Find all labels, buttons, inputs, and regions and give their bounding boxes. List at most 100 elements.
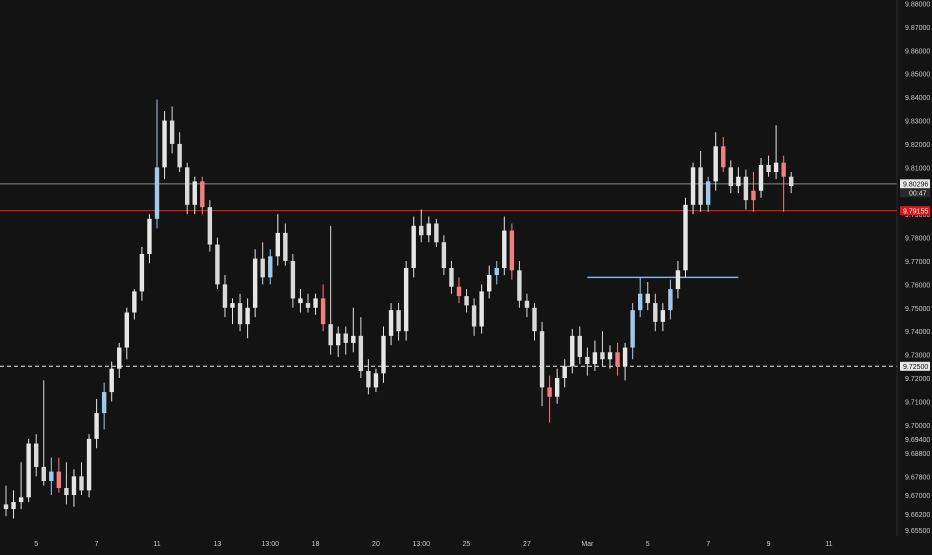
candle[interactable] xyxy=(698,150,703,212)
candle[interactable] xyxy=(207,200,213,252)
candle[interactable] xyxy=(132,289,137,320)
candle[interactable] xyxy=(26,438,31,503)
candle[interactable] xyxy=(471,298,477,336)
candle[interactable] xyxy=(283,223,288,266)
candle[interactable] xyxy=(260,242,265,285)
candle[interactable] xyxy=(494,260,499,285)
candle[interactable] xyxy=(403,260,409,341)
candle[interactable] xyxy=(434,218,439,247)
candle[interactable] xyxy=(64,462,69,505)
candle[interactable] xyxy=(320,284,326,332)
candle[interactable] xyxy=(524,293,530,318)
candle[interactable] xyxy=(638,277,643,318)
candle[interactable] xyxy=(169,106,175,154)
candle[interactable] xyxy=(147,214,152,264)
candle[interactable] xyxy=(79,462,84,496)
candle[interactable] xyxy=(86,434,92,498)
candle[interactable] xyxy=(668,279,673,320)
candle[interactable] xyxy=(381,326,386,383)
candle[interactable] xyxy=(607,345,613,369)
candle[interactable] xyxy=(487,265,492,299)
candle[interactable] xyxy=(185,162,190,215)
candle[interactable] xyxy=(154,99,160,229)
candle[interactable] xyxy=(396,303,401,341)
candle[interactable] xyxy=(177,132,182,173)
candle[interactable] xyxy=(94,399,99,449)
candle[interactable] xyxy=(570,328,575,374)
candle[interactable] xyxy=(328,225,333,355)
candle[interactable] xyxy=(366,359,371,395)
candle[interactable] xyxy=(509,223,515,280)
candle[interactable] xyxy=(789,172,794,194)
candle[interactable] xyxy=(351,307,356,353)
price-axis[interactable]: 9.88000 9.87000 9.86000 9.85000 9.84000 9.830… xyxy=(905,2,930,536)
candle[interactable] xyxy=(200,176,205,215)
candle[interactable] xyxy=(101,382,107,430)
candle[interactable] xyxy=(449,260,454,294)
candle[interactable] xyxy=(653,293,658,332)
candle[interactable] xyxy=(373,368,379,393)
candle[interactable] xyxy=(532,303,537,341)
candle[interactable] xyxy=(336,326,341,357)
candle[interactable] xyxy=(600,331,605,367)
candle[interactable] xyxy=(230,298,235,325)
candle[interactable] xyxy=(781,155,786,212)
candle[interactable] xyxy=(479,284,484,334)
candle[interactable] xyxy=(419,209,424,243)
candle[interactable] xyxy=(41,380,46,486)
candle[interactable] xyxy=(585,347,590,376)
candle[interactable] xyxy=(358,317,364,379)
candle[interactable] xyxy=(305,293,311,313)
candle[interactable] xyxy=(313,293,318,315)
candle[interactable] xyxy=(464,289,469,313)
candle[interactable] xyxy=(562,359,567,388)
candle[interactable] xyxy=(517,260,522,308)
candle[interactable] xyxy=(728,160,733,194)
candle[interactable] xyxy=(705,176,711,212)
candle[interactable] xyxy=(192,176,197,215)
candle[interactable] xyxy=(713,132,718,191)
candle[interactable] xyxy=(237,293,243,332)
candle[interactable] xyxy=(622,342,628,381)
candle[interactable] xyxy=(683,197,688,278)
candle[interactable] xyxy=(268,249,273,285)
candle[interactable] xyxy=(56,457,62,493)
candle[interactable] xyxy=(222,275,228,318)
candle[interactable] xyxy=(554,368,560,404)
candle[interactable] xyxy=(139,246,145,301)
candle[interactable] xyxy=(298,289,303,313)
candle[interactable] xyxy=(456,277,462,304)
candle[interactable] xyxy=(539,321,545,407)
candle[interactable] xyxy=(592,340,598,371)
candle[interactable] xyxy=(411,216,416,278)
candle[interactable] xyxy=(34,434,39,477)
candle[interactable] xyxy=(675,260,681,299)
candle[interactable] xyxy=(441,235,447,276)
candle[interactable] xyxy=(109,361,114,402)
candle[interactable] xyxy=(275,214,280,266)
time-axis[interactable]: 5 7 11 13 13:00 18 20 13:00 25 27 Mar 5 7 9 11 xyxy=(34,541,832,548)
candle[interactable] xyxy=(49,457,54,496)
candle[interactable] xyxy=(71,469,77,507)
candle[interactable] xyxy=(426,216,431,243)
candle[interactable] xyxy=(245,298,250,339)
candle[interactable] xyxy=(615,342,620,376)
candle[interactable] xyxy=(736,167,741,194)
candle[interactable] xyxy=(502,216,507,276)
candle[interactable] xyxy=(743,169,749,210)
candle[interactable] xyxy=(630,303,635,360)
candle[interactable] xyxy=(773,125,779,180)
candle[interactable] xyxy=(547,375,552,423)
candle[interactable] xyxy=(660,303,666,332)
candle[interactable] xyxy=(645,282,650,311)
candle[interactable] xyxy=(766,155,771,177)
candle[interactable] xyxy=(215,237,220,290)
candle[interactable] xyxy=(3,485,9,517)
candle[interactable] xyxy=(690,162,696,215)
candle[interactable] xyxy=(758,157,764,198)
candle[interactable] xyxy=(162,111,167,180)
candle[interactable] xyxy=(343,326,348,355)
candle[interactable] xyxy=(290,253,296,308)
